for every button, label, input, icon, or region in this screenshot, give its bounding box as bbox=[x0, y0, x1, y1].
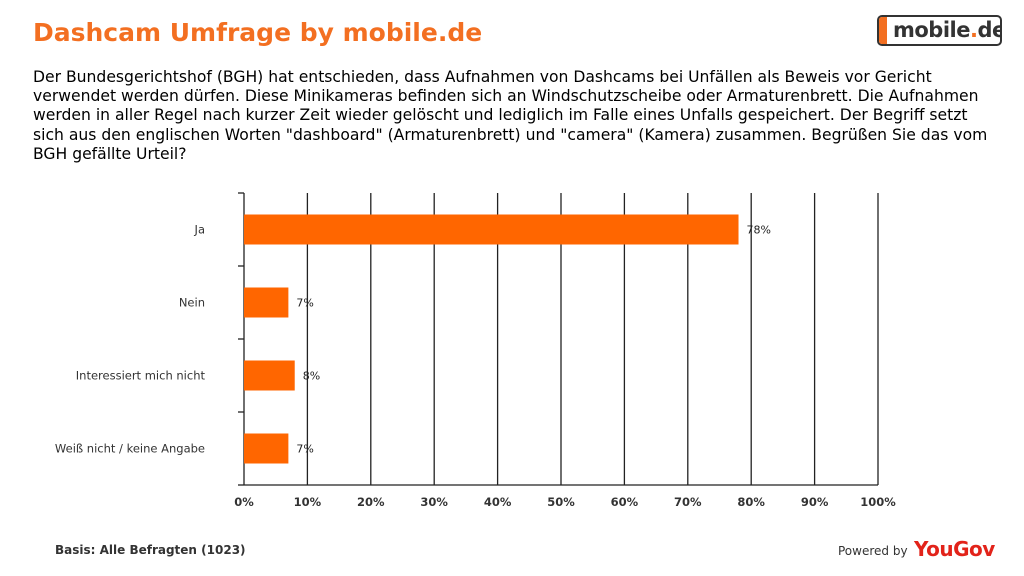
data-label: 7% bbox=[296, 297, 313, 310]
x-tick-label: 40% bbox=[484, 495, 512, 509]
x-tick-label: 100% bbox=[860, 495, 896, 509]
x-tick-label: 10% bbox=[294, 495, 322, 509]
x-tick-label: 70% bbox=[674, 495, 702, 509]
x-tick-label: 30% bbox=[420, 495, 448, 509]
x-tick-label: 0% bbox=[234, 495, 254, 509]
data-label: 78% bbox=[747, 224, 771, 237]
logo-text-main: mobile bbox=[893, 18, 970, 42]
basis-note: Basis: Alle Befragten (1023) bbox=[55, 543, 246, 557]
data-label: 8% bbox=[303, 370, 320, 383]
x-tick-label: 20% bbox=[357, 495, 385, 509]
x-tick-label: 90% bbox=[801, 495, 829, 509]
x-tick-label: 60% bbox=[611, 495, 639, 509]
x-tick-label: 50% bbox=[547, 495, 575, 509]
category-label: Nein bbox=[179, 296, 205, 310]
mobile-de-logo: mobile.de bbox=[877, 15, 1002, 46]
bar bbox=[244, 214, 739, 245]
data-label: 7% bbox=[296, 443, 313, 456]
bar bbox=[244, 433, 289, 464]
yougov-logo: YouGov bbox=[914, 537, 995, 561]
question-text: Der Bundesgerichtshof (BGH) hat entschie… bbox=[33, 68, 988, 163]
bar bbox=[244, 360, 295, 391]
logo-accent-bar bbox=[879, 17, 887, 44]
bar bbox=[244, 287, 289, 318]
logo-text: mobile.de bbox=[893, 18, 1000, 42]
page-title: Dashcam Umfrage by mobile.de bbox=[33, 18, 483, 47]
category-label: Weiß nicht / keine Angabe bbox=[55, 442, 205, 456]
logo-text-tld: de bbox=[977, 18, 1000, 42]
category-label: Ja bbox=[194, 223, 205, 237]
category-label: Interessiert mich nicht bbox=[76, 369, 206, 383]
logo-text-dot: . bbox=[969, 18, 978, 42]
x-tick-label: 80% bbox=[737, 495, 765, 509]
powered-by-label: Powered by bbox=[838, 544, 908, 558]
